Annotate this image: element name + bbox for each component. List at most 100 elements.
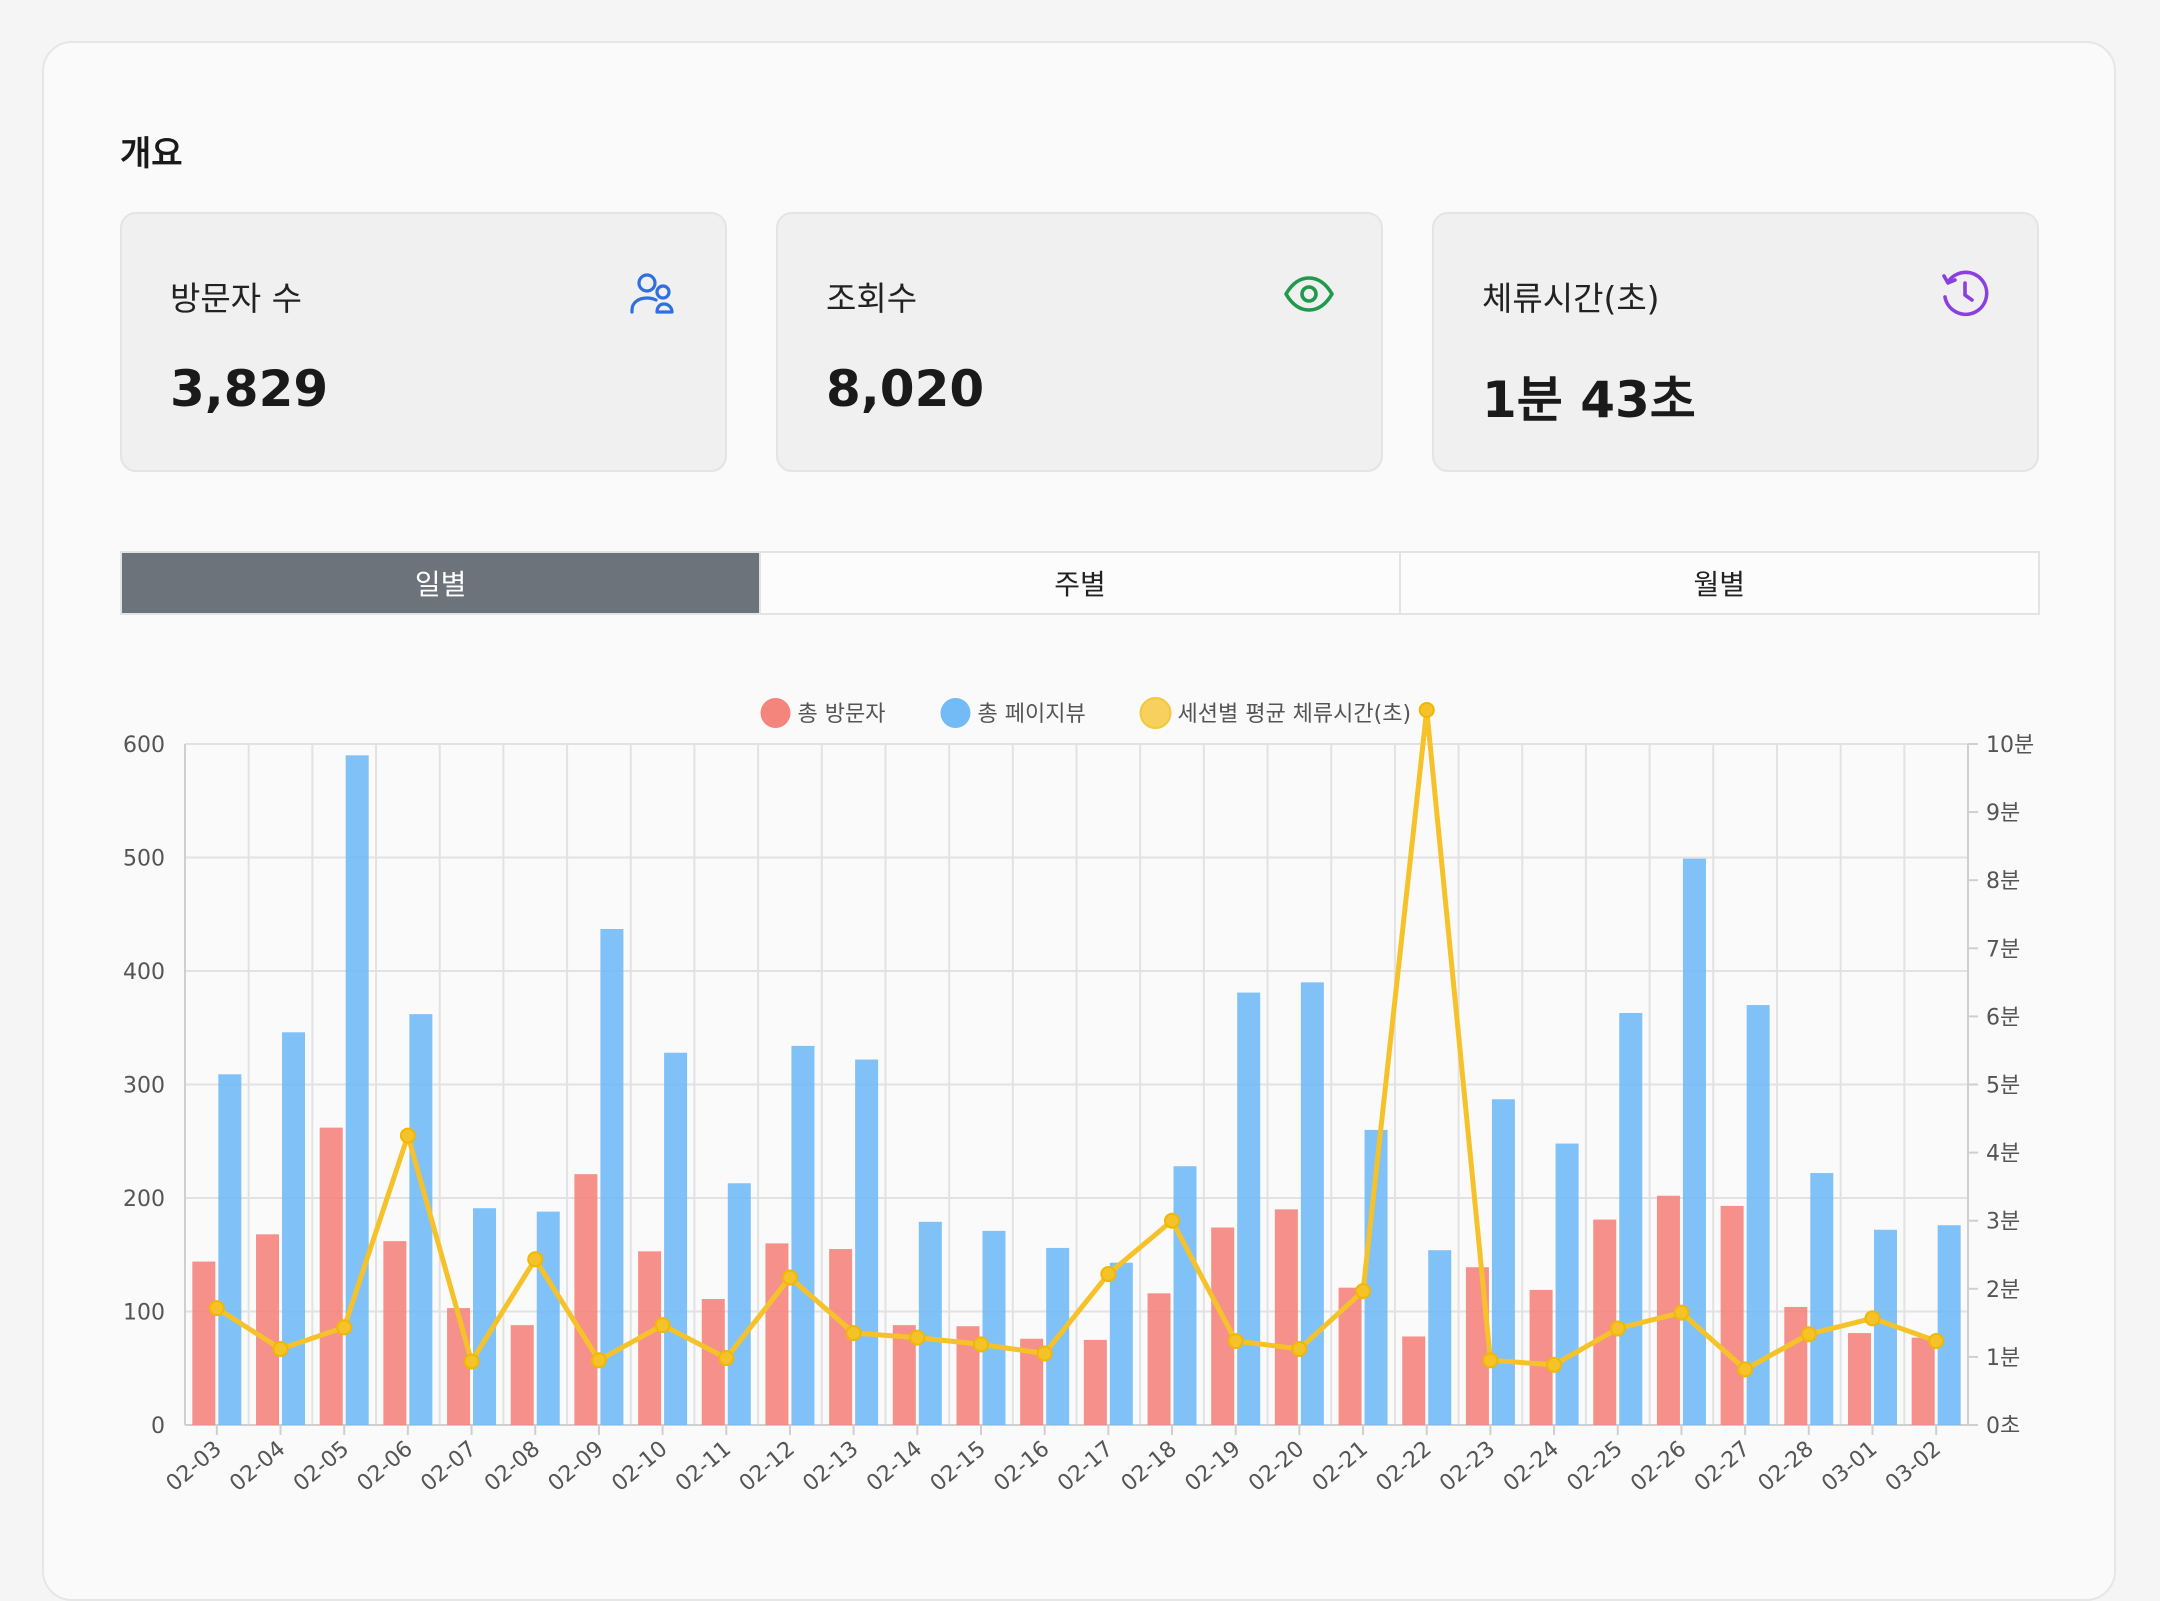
x-tick-label: 02-13: [798, 1436, 863, 1496]
bar-pageviews: [1937, 1225, 1961, 1425]
bar-visitors: [1784, 1306, 1808, 1425]
bar-visitors: [1147, 1293, 1171, 1425]
x-tick-label: 02-11: [671, 1436, 736, 1496]
bar-visitors: [192, 1261, 216, 1425]
bar-pageviews: [409, 1014, 433, 1425]
bar-visitors: [1274, 1209, 1298, 1425]
bar-pageviews: [855, 1059, 879, 1425]
x-tick-label: 02-15: [926, 1436, 991, 1496]
y-left-tick-label: 600: [123, 733, 165, 758]
period-tabs: 일별 주별 월별: [120, 551, 2040, 615]
x-tick-label: 02-10: [607, 1436, 672, 1496]
legend-swatch: [1139, 697, 1172, 729]
y-left-tick-label: 200: [123, 1187, 165, 1212]
x-tick-label: 02-03: [162, 1436, 227, 1496]
point-avg-dwell-time: [972, 1336, 989, 1353]
bar-visitors: [510, 1325, 534, 1425]
bar-visitors: [1847, 1333, 1871, 1425]
visitors-label: 방문자 수: [170, 279, 302, 318]
y-left-tick-label: 300: [123, 1074, 165, 1099]
views-value: 8,020: [826, 360, 985, 418]
bar-visitors: [1593, 1219, 1617, 1425]
visitors-value: 3,829: [170, 360, 329, 418]
bar-pageviews: [1555, 1143, 1579, 1425]
dwell-time-card: 체류시간(초) 1분 43초: [1432, 212, 2039, 472]
bar-visitors: [638, 1251, 662, 1425]
bar-pageviews: [282, 1032, 306, 1425]
legend-label: 세션별 평균 체류시간(초): [1178, 702, 1412, 727]
views-label: 조회수: [826, 279, 918, 318]
point-avg-dwell-time: [1864, 1310, 1881, 1327]
point-avg-dwell-time: [1291, 1340, 1308, 1357]
dwell-time-label: 체류시간(초): [1482, 279, 1660, 318]
history-clock-icon: [1942, 270, 1989, 317]
bar-visitors: [383, 1241, 407, 1425]
bar-pageviews: [1109, 1262, 1133, 1425]
bar-pageviews: [473, 1208, 497, 1425]
point-avg-dwell-time: [1673, 1304, 1690, 1321]
point-avg-dwell-time: [1418, 701, 1435, 718]
bar-pageviews: [600, 929, 624, 1425]
point-avg-dwell-time: [399, 1127, 416, 1144]
x-tick-label: 02-16: [989, 1436, 1054, 1496]
eye-icon: [1284, 276, 1334, 312]
x-tick-label: 02-25: [1563, 1436, 1628, 1496]
bar-visitors: [1720, 1205, 1744, 1425]
y-right-tick-label: 2분: [1986, 1278, 2020, 1303]
bar-visitors: [1338, 1287, 1362, 1425]
point-avg-dwell-time: [590, 1352, 607, 1369]
x-tick-label: 02-12: [735, 1436, 800, 1496]
bar-pageviews: [727, 1183, 751, 1425]
visitors-card: 방문자 수 3,829: [120, 212, 727, 472]
y-right-tick-label: 6분: [1986, 1005, 2020, 1030]
y-left-tick-label: 400: [123, 960, 165, 985]
bar-pageviews: [1873, 1229, 1897, 1425]
bar-visitors: [956, 1326, 980, 1425]
x-tick-label: 03-02: [1881, 1436, 1946, 1496]
bar-pageviews: [982, 1230, 1006, 1425]
point-avg-dwell-time: [1036, 1345, 1053, 1362]
bar-pageviews: [1810, 1173, 1834, 1425]
bar-visitors: [892, 1325, 916, 1425]
y-left-tick-label: 100: [123, 1301, 165, 1326]
tab-daily[interactable]: 일별: [122, 553, 762, 613]
x-tick-label: 02-21: [1308, 1436, 1373, 1496]
point-avg-dwell-time: [1482, 1352, 1499, 1369]
point-avg-dwell-time: [1737, 1361, 1754, 1378]
x-tick-label: 02-05: [289, 1436, 354, 1496]
point-avg-dwell-time: [208, 1300, 225, 1317]
bar-pageviews: [1300, 982, 1324, 1425]
y-right-tick-label: 4분: [1986, 1142, 2020, 1167]
bar-visitors: [765, 1243, 789, 1425]
point-avg-dwell-time: [1227, 1333, 1244, 1350]
bar-pageviews: [1682, 858, 1706, 1425]
point-avg-dwell-time: [1609, 1320, 1626, 1337]
bar-pageviews: [1428, 1250, 1452, 1425]
tab-monthly[interactable]: 월별: [1693, 568, 1746, 601]
point-avg-dwell-time: [1100, 1266, 1117, 1283]
x-tick-label: 02-27: [1690, 1436, 1755, 1496]
point-avg-dwell-time: [336, 1319, 353, 1336]
x-tick-label: 02-20: [1244, 1436, 1309, 1496]
views-card: 조회수 8,020: [776, 212, 1383, 472]
point-avg-dwell-time: [1164, 1212, 1181, 1229]
bar-visitors: [1020, 1338, 1044, 1425]
bar-visitors: [1911, 1337, 1935, 1425]
users-icon: [630, 273, 674, 314]
x-tick-label: 02-14: [862, 1436, 927, 1496]
bar-pageviews: [1237, 992, 1261, 1425]
bar-pageviews: [791, 1045, 815, 1425]
x-tick-label: 02-28: [1754, 1436, 1819, 1496]
point-avg-dwell-time: [718, 1350, 735, 1367]
point-avg-dwell-time: [654, 1317, 671, 1334]
bar-visitors: [256, 1234, 280, 1425]
x-tick-label: 02-04: [225, 1436, 290, 1496]
y-right-tick-label: 10분: [1986, 733, 2034, 758]
bar-pageviews: [1491, 1099, 1515, 1425]
traffic-chart: 0 100 200 300 400 500 600 0초 1분 2분 3분 4분 5분 6분 7분 8분 9분 1…: [123, 697, 2034, 1497]
y-right-tick-label: 1분: [1986, 1346, 2020, 1371]
x-tick-label: 02-19: [1181, 1436, 1246, 1496]
x-tick-label: 03-01: [1817, 1436, 1882, 1496]
point-avg-dwell-time: [845, 1325, 862, 1342]
tab-weekly[interactable]: 주별: [761, 553, 1401, 613]
